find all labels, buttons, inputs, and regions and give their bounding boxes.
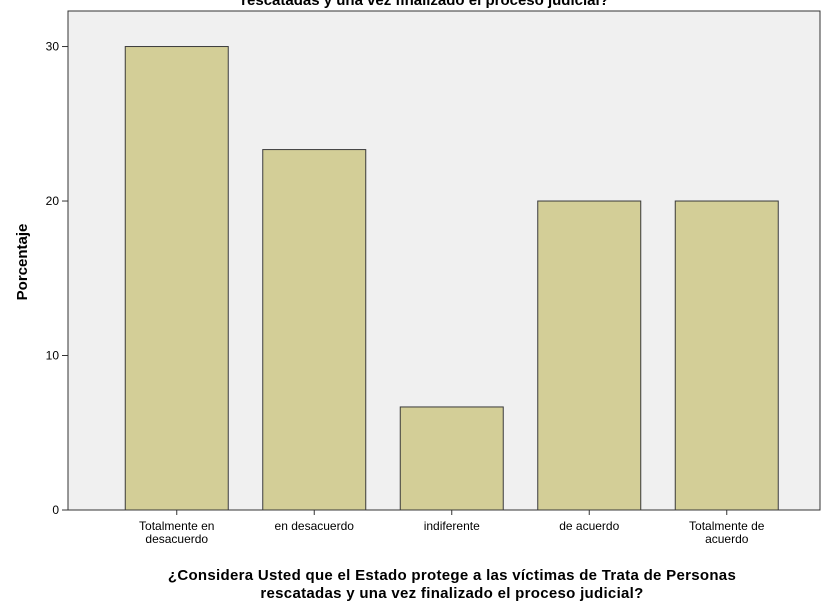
y-tick-label: 10: [46, 349, 60, 363]
x-tick-label: de acuerdo: [559, 519, 619, 533]
x-tick-label: desacuerdo: [145, 532, 208, 546]
x-tick-label: en desacuerdo: [275, 519, 355, 533]
y-tick-label: 20: [46, 194, 60, 208]
y-tick-label: 0: [52, 503, 59, 517]
y-axis: 0 10 20 30: [46, 40, 68, 517]
x-axis-label-line-1: ¿Considera Usted que el Estado protege a…: [168, 567, 736, 584]
bar: [399, 406, 504, 511]
x-tick-label: Totalmente de: [689, 519, 765, 533]
x-tick-label: acuerdo: [705, 532, 749, 546]
bar: [674, 200, 779, 511]
x-tick-label: Totalmente en: [139, 519, 214, 533]
chart-title: rescatadas y una vez finalizado el proce…: [241, 0, 609, 9]
bar: [537, 200, 642, 511]
bar: [262, 149, 367, 511]
x-tick-label: indiferente: [424, 519, 480, 533]
x-axis-label-line-2: rescatadas y una vez finalizado el proce…: [260, 585, 643, 602]
bar: [124, 46, 229, 511]
y-tick-label: 30: [46, 40, 60, 54]
y-axis-label: Porcentaje: [14, 224, 31, 301]
